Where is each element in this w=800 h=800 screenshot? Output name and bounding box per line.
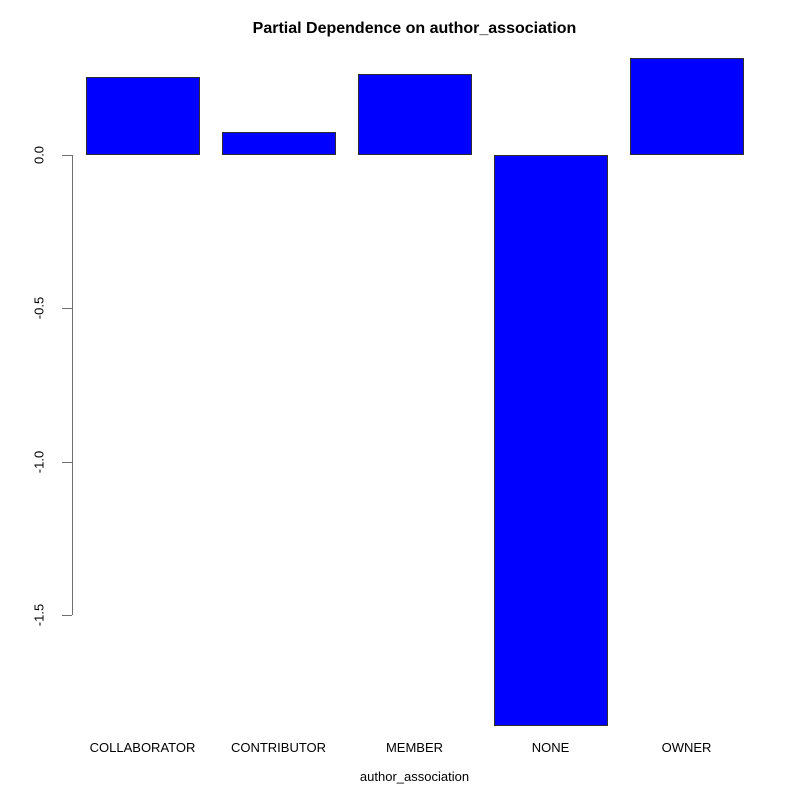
y-tick-label: -1.5 <box>31 603 47 627</box>
y-axis-tick <box>62 155 72 156</box>
y-tick-label: -0.5 <box>31 297 47 320</box>
bar-collaborator <box>85 77 200 155</box>
x-category-label: OWNER <box>661 740 712 755</box>
y-axis-line <box>72 155 73 616</box>
x-axis-title: author_association <box>359 769 470 784</box>
chart-title: Partial Dependence on author_association <box>252 20 577 37</box>
x-category-label: COLLABORATOR <box>89 740 196 755</box>
x-category-label: CONTRIBUTOR <box>230 740 327 755</box>
bar-member <box>357 74 472 155</box>
bar-none <box>493 155 608 727</box>
y-tick-label: 0.0 <box>31 145 47 165</box>
x-category-label: MEMBER <box>385 740 444 755</box>
y-axis-tick <box>62 461 72 463</box>
y-tick-label: -1.0 <box>31 450 47 473</box>
x-category-label: NONE <box>531 740 570 755</box>
y-axis-tick <box>62 615 72 617</box>
bar-owner <box>629 58 744 155</box>
y-axis-tick <box>62 308 72 310</box>
bar-contributor <box>221 132 336 155</box>
